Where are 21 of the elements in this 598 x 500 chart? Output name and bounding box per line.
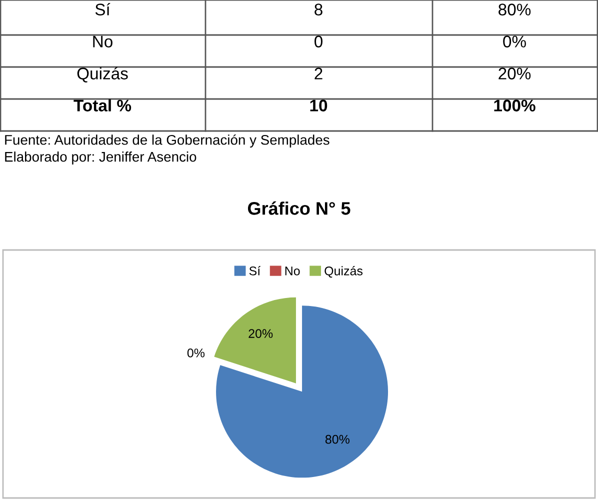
text: 20%: [498, 68, 531, 80]
text: Sí: [95, 3, 110, 16]
text: 100%: [494, 100, 536, 112]
text: 10: [310, 100, 328, 112]
data-label: 80%: [325, 434, 350, 444]
text: 2: [314, 68, 322, 80]
text: 0%: [503, 36, 526, 48]
text: Elaborado por: Jeniffer Asencio: [5, 152, 196, 164]
text: Quizás: [77, 67, 128, 82]
source-note: Fuente: Autoridades de la Gobernación y Semplades: [5, 134, 330, 148]
text: No: [93, 36, 112, 48]
data-label: 20%: [248, 329, 273, 338]
text: Total %: [74, 99, 132, 112]
text: 8: [314, 4, 322, 16]
legend-label: Sí: [249, 266, 261, 276]
text: 0%: [187, 348, 205, 358]
legend-label: Quizás: [324, 266, 363, 278]
text: 0: [314, 36, 322, 48]
legend-label: No: [285, 266, 300, 276]
chart-title: Gráfico N° 5: [248, 201, 350, 215]
text: 80%: [498, 4, 531, 16]
